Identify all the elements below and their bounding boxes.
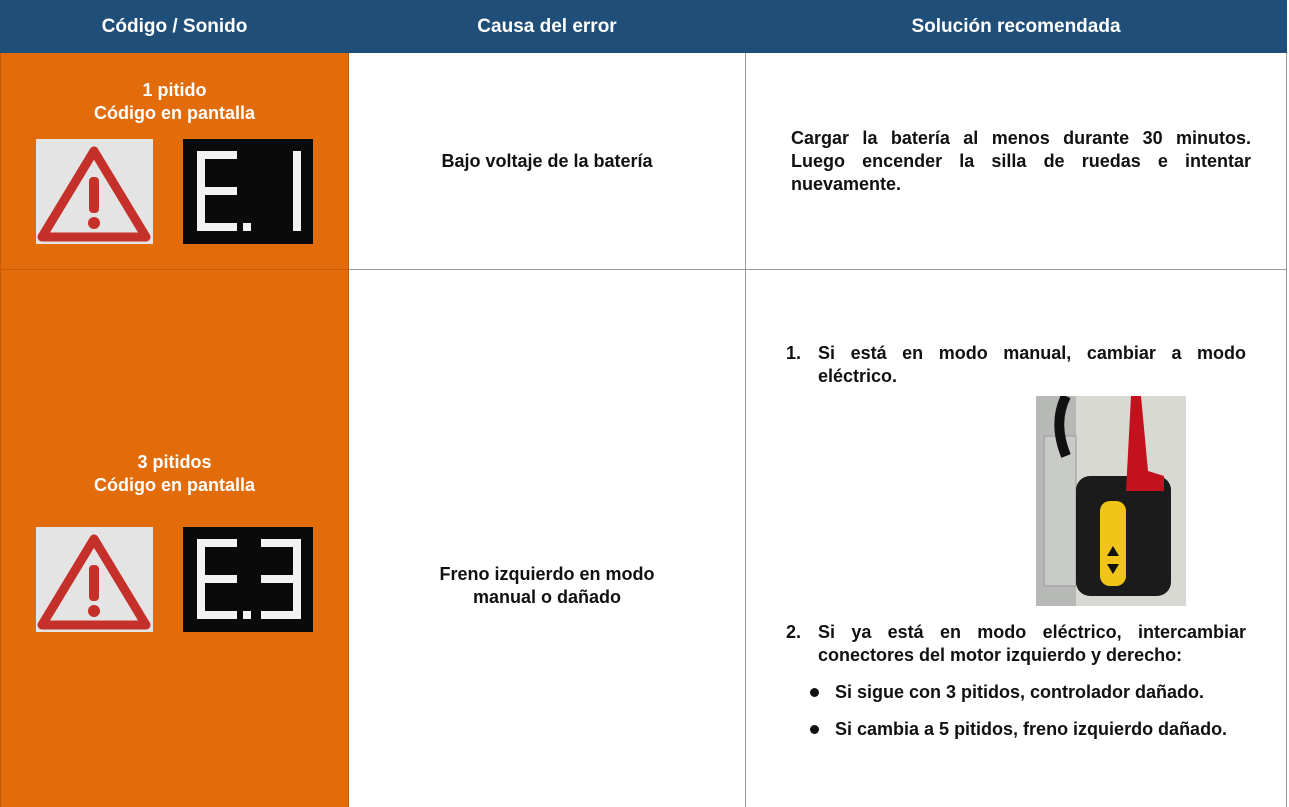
step: 2. Si ya está en modo eléctrico, intercam… bbox=[786, 621, 1246, 667]
display-icon bbox=[183, 138, 313, 244]
step: 1. Si está en modo manual, cambiar a modo… bbox=[786, 342, 1246, 388]
bullet: Si sigue con 3 pitidos, controlador daña… bbox=[810, 681, 1246, 704]
step-text: Si ya está en modo eléctrico, intercambi… bbox=[818, 621, 1246, 665]
header-cell: Código / Sonido bbox=[0, 0, 349, 53]
bullet: Si cambia a 5 pitidos, freno izquierdo d… bbox=[810, 718, 1246, 741]
bullet-text: Si cambia a 5 pitidos, freno izquierdo d… bbox=[835, 718, 1228, 739]
cause-cell: Bajo voltaje de la batería bbox=[348, 52, 746, 270]
code-text: 3 pitidos bbox=[137, 451, 212, 472]
header-cell: Causa del error bbox=[348, 0, 746, 53]
code-text: Código en pantalla bbox=[93, 102, 255, 123]
cause-text: Freno izquierdo en modo manual o dañado bbox=[439, 564, 655, 607]
display-icon bbox=[183, 526, 313, 632]
step-number: 2. bbox=[786, 621, 802, 642]
code-text: 1 pitido bbox=[142, 79, 207, 100]
step-text: Si está en modo manual, cambiar a modo e… bbox=[818, 342, 1246, 386]
code-text: Código en pantalla bbox=[93, 474, 255, 495]
header-row: Código / Sonido Causa del error Solución… bbox=[0, 0, 1287, 53]
step-number: 1. bbox=[786, 342, 802, 363]
code-cell: 1 pitido Código en pantalla bbox=[0, 52, 349, 270]
row: 1 pitido Código en pantalla Bajo voltaje… bbox=[0, 52, 1287, 270]
solution-text: Cargar la batería al menos durante 30 mi… bbox=[791, 127, 1251, 194]
brake-photo bbox=[1036, 393, 1246, 611]
icons bbox=[2, 138, 347, 244]
bullet-text: Si sigue con 3 pitidos, controlador daña… bbox=[835, 681, 1205, 702]
header-cell: Solución recomendada bbox=[745, 0, 1287, 53]
code-cell: 3 pitidos Código en pantalla bbox=[0, 269, 349, 807]
brake-image bbox=[1036, 393, 1186, 606]
solution-cell: Cargar la batería al menos durante 30 mi… bbox=[745, 52, 1287, 270]
cause-text: Bajo voltaje de la batería bbox=[441, 150, 653, 171]
warning-icon bbox=[36, 138, 153, 244]
solution-cell: 1. Si está en modo manual, cambiar a modo… bbox=[745, 269, 1287, 807]
warning-icon bbox=[36, 526, 153, 632]
icons bbox=[2, 526, 347, 632]
cause-cell: Freno izquierdo en modo manual o dañado bbox=[348, 269, 746, 807]
row: 3 pitidos Código en pantalla Freno izqui… bbox=[0, 269, 1287, 807]
